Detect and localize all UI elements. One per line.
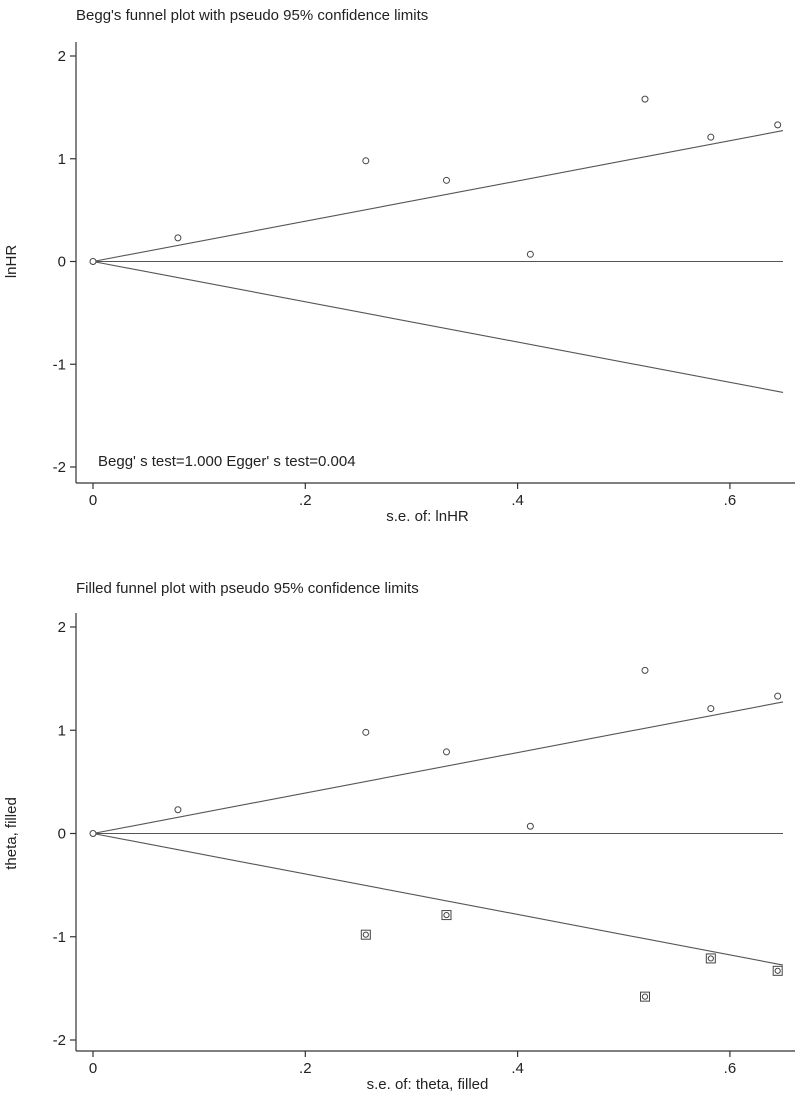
study-point	[442, 176, 450, 184]
study-point	[707, 133, 715, 141]
study-point	[89, 830, 97, 837]
study-point	[526, 250, 534, 258]
x-tick-label: 0	[89, 492, 97, 509]
filled-study-point	[705, 953, 716, 964]
study-point	[774, 121, 782, 129]
y-tick-label: 1	[58, 151, 66, 168]
y-axis-label: lnHR	[3, 245, 20, 279]
study-point	[774, 692, 782, 700]
x-axis-label: s.e. of: lnHR	[386, 508, 469, 525]
filled-point-circle	[362, 931, 369, 938]
y-tick-label: -1	[53, 929, 66, 946]
filled-point-circle	[774, 967, 781, 974]
x-tick-label: .2	[299, 1060, 312, 1077]
study-point	[641, 95, 649, 103]
y-tick-label: -1	[53, 356, 66, 373]
study-point	[641, 666, 649, 674]
y-axis-label: theta, filled	[3, 797, 20, 870]
filled-study-point	[640, 991, 650, 1002]
test-results-annotation: Begg' s test=1.000 Egger' s test=0.004	[98, 453, 356, 470]
study-point	[707, 705, 715, 713]
filled-study-point	[360, 929, 371, 940]
begg-funnel-chart: -2 -1 0 1 2 0 .2 .4 .6 s.e. of: lnHR lnHR Begg' s t…	[3, 42, 795, 525]
study-point	[362, 728, 370, 736]
x-tick-label: .2	[299, 492, 312, 509]
y-tick-label: 1	[58, 722, 66, 739]
x-tick-label: 0	[89, 1060, 97, 1077]
upper-confidence-limit	[92, 701, 784, 835]
study-point	[89, 258, 97, 265]
filled-study-point	[441, 910, 452, 921]
study-point	[442, 748, 450, 756]
study-point	[174, 234, 182, 242]
x-tick-label: .6	[724, 1060, 737, 1077]
filled-point-box	[360, 929, 371, 940]
lower-confidence-limit	[92, 260, 784, 393]
filled-point-box	[441, 910, 452, 921]
study-point	[362, 157, 370, 165]
y-tick-label: 2	[58, 48, 66, 65]
study-point	[526, 822, 534, 830]
x-tick-label: .4	[511, 1060, 524, 1077]
begg-funnel-panel: Begg's funnel plot with pseudo 95% confi…	[0, 0, 800, 540]
chart-title: Begg's funnel plot with pseudo 95% confi…	[76, 7, 429, 24]
filled-point-box	[772, 965, 783, 976]
y-tick-label: 0	[58, 826, 66, 843]
filled-point-box	[705, 953, 716, 964]
filled-funnel-panel: Filled funnel plot with pseudo 95% confi…	[0, 575, 800, 1107]
filled-point-box	[640, 991, 650, 1002]
filled-study-point	[772, 965, 783, 976]
x-tick-label: .6	[724, 492, 737, 509]
lower-confidence-limit	[92, 832, 784, 966]
filled-point-circle	[641, 993, 649, 1000]
filled-funnel-chart: -2 -1 0 1 2 0 .2 .4 .6 s.e. of: theta, filled thet…	[3, 613, 795, 1093]
x-tick-label: .4	[511, 492, 524, 509]
y-tick-label: 2	[58, 619, 66, 636]
x-axis-label: s.e. of: theta, filled	[367, 1076, 489, 1093]
y-tick-label: -2	[53, 459, 66, 476]
chart-title: Filled funnel plot with pseudo 95% confi…	[76, 580, 419, 597]
y-tick-label: 0	[58, 254, 66, 271]
study-point	[174, 806, 182, 814]
upper-confidence-limit	[92, 130, 784, 263]
y-tick-label: -2	[53, 1032, 66, 1049]
filled-point-circle	[707, 955, 714, 962]
filled-point-circle	[443, 911, 450, 919]
